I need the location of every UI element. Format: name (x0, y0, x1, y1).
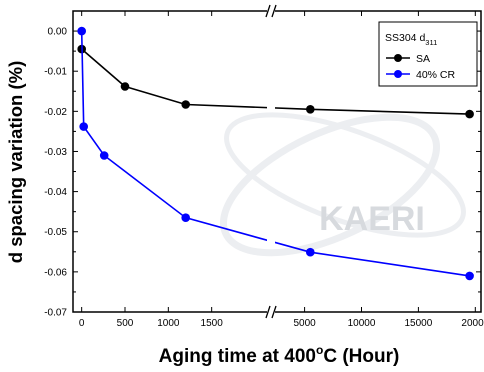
data-point-cr (465, 271, 474, 281)
series-layer (77, 26, 474, 281)
axis-break-gap (267, 9, 275, 13)
plot-area (72, 10, 482, 313)
legend-label-cr: 40% CR (416, 69, 456, 81)
data-point-sa (306, 105, 315, 114)
data-point-sa (465, 109, 474, 119)
axes-layer: 0.00 -0.01 -0.02 -0.03 -0.04 -0.05 -0.06 -0.07 0… (44, 4, 484, 329)
axis-break-mark (265, 4, 271, 18)
legend-marker-cr (394, 70, 402, 78)
data-point-cr (181, 213, 190, 222)
legend: SS304 d311 SA 40% CR (378, 21, 478, 87)
x-tick-label: 0 (79, 318, 85, 329)
data-point-cr (77, 26, 86, 36)
data-point-sa (181, 100, 190, 109)
series-break-gap-cr (267, 238, 275, 245)
legend-marker-sa (394, 54, 402, 62)
x-axis-title: Aging time at 400oC (Hour) (159, 343, 400, 367)
y-tick-label: -0.04 (44, 187, 67, 198)
watermark-text: KAERI (319, 200, 425, 238)
x-tick-label: 1500 (201, 318, 224, 329)
x-tick-label: 20000 (461, 318, 484, 329)
watermark-logo: KAERI (219, 112, 466, 257)
data-point-cr (79, 122, 88, 131)
axis-break-mark (265, 305, 271, 319)
data-point-sa (120, 82, 130, 91)
y-tick-label: -0.01 (44, 67, 67, 78)
axis-break-gap (267, 310, 275, 314)
y-tick-label: -0.02 (44, 107, 67, 118)
x-tick-label: 10000 (348, 318, 376, 329)
y-tick-label: -0.03 (44, 147, 67, 158)
y-tick-label: 0.00 (48, 27, 68, 38)
axis-break-mark (271, 4, 277, 18)
data-point-cr (306, 247, 315, 257)
y-tick-label: -0.07 (44, 308, 67, 319)
y-tick-label: -0.06 (44, 267, 67, 278)
x-tick-label: 1000 (157, 318, 180, 329)
series-line-cr (80, 31, 470, 277)
legend-title: SS304 d311 (385, 32, 437, 47)
x-tick-label: 15000 (404, 318, 432, 329)
series-break-gap-sa (267, 104, 275, 111)
y-axis-title: d spacing variation (%) (5, 61, 26, 264)
legend-label-sa: SA (416, 53, 430, 65)
x-tick-label: 5000 (293, 318, 316, 329)
data-point-cr (99, 151, 109, 160)
x-tick-label: 500 (117, 318, 134, 329)
axis-break-mark (271, 305, 277, 319)
y-tick-label: -0.05 (44, 227, 67, 238)
